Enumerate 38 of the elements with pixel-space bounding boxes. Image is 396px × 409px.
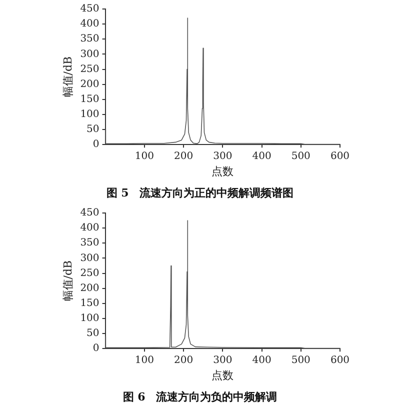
y-tick-label: 400 (80, 18, 100, 30)
y-tick-label: 50 (86, 124, 100, 136)
y-tick-label: 200 (80, 282, 100, 294)
x-tick-label: 200 (174, 151, 194, 162)
y-tick-label: 250 (80, 268, 100, 279)
y-tick-label: 100 (80, 109, 100, 120)
y-tick-label: 450 (80, 208, 100, 219)
y-tick-label: 50 (86, 328, 100, 340)
y-tick-label: 150 (80, 94, 100, 105)
x-tick-label: 400 (252, 151, 272, 162)
y-tick-label: 200 (80, 78, 100, 90)
y-tick-label: 450 (80, 4, 100, 15)
x-tick-label: 100 (134, 151, 154, 162)
text: 图 6 流速方向为负的中频解调 (122, 390, 278, 404)
y-tick-label: 400 (80, 222, 100, 234)
x-tick-label: 300 (213, 151, 232, 162)
y-axis-title: 幅值/dB (61, 56, 74, 98)
y-tick-label: 300 (80, 48, 100, 60)
text: 图 5 流速方向为正的中频解调频谱图 (106, 186, 294, 200)
x-tick-label: 200 (174, 355, 194, 366)
y-tick-label: 150 (80, 298, 100, 309)
y-tick-label: 250 (80, 64, 100, 75)
x-tick-label: 400 (252, 355, 272, 366)
x-tick-label: 600 (330, 355, 350, 366)
y-tick-label: 100 (80, 313, 100, 324)
x-axis-title: 点数 (212, 165, 234, 178)
y-tick-label: 0 (92, 139, 100, 150)
x-tick-label: 600 (330, 151, 350, 162)
x-axis-title: 点数 (212, 369, 234, 382)
x-tick-label: 500 (291, 355, 310, 366)
x-tick-label: 300 (213, 355, 232, 366)
y-tick-label: 350 (80, 34, 100, 45)
y-axis-title: 幅值/dB (61, 260, 74, 302)
y-tick-label: 350 (80, 238, 100, 249)
x-tick-label: 100 (134, 355, 154, 366)
x-tick-label: 500 (291, 151, 310, 162)
y-tick-label: 0 (92, 343, 100, 354)
y-tick-label: 300 (80, 252, 100, 264)
